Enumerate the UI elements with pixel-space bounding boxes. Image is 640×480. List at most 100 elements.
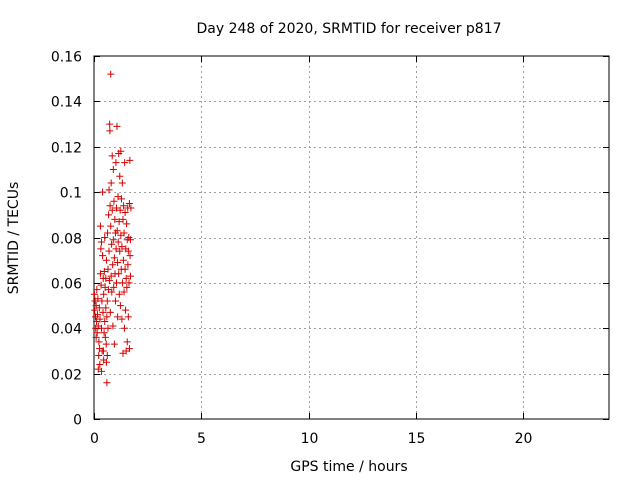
- data-point: [111, 297, 119, 305]
- data-point: [115, 270, 123, 278]
- data-point: [125, 279, 133, 287]
- data-point: [123, 283, 131, 291]
- y-axis-label: SRMTID / TECUs: [6, 182, 22, 295]
- data-point: [114, 313, 122, 321]
- data-point: [102, 340, 110, 348]
- data-point: [123, 338, 131, 346]
- data-point: [116, 172, 124, 180]
- axis-ticks: 0 5 10 15 20 0 0.02 0.04 0.06 0.08 0.1 0.12 0.14 0.16: [51, 50, 609, 447]
- y-tick-label: 0.16: [51, 50, 82, 66]
- data-point: [119, 256, 127, 264]
- data-point: [120, 229, 128, 237]
- data-point: [109, 322, 117, 330]
- data-point: [120, 202, 128, 210]
- data-point: [105, 247, 113, 255]
- data-point: [107, 272, 115, 280]
- data-point: [110, 340, 118, 348]
- data-point: [101, 317, 109, 325]
- data-point: [95, 351, 103, 359]
- data-point: [102, 304, 110, 312]
- data-point: [109, 165, 117, 173]
- y-tick-label: 0.02: [51, 368, 82, 384]
- data-point: [102, 274, 110, 282]
- data-point: [103, 297, 111, 305]
- x-tick-label: 5: [197, 431, 206, 447]
- data-point: [116, 206, 124, 214]
- data-point: [106, 127, 114, 135]
- data-point: [96, 315, 104, 323]
- data-point: [100, 329, 108, 337]
- data-point: [107, 222, 115, 230]
- data-point: [93, 311, 101, 319]
- data-point: [105, 211, 113, 219]
- data-point: [116, 247, 124, 255]
- data-point: [110, 254, 118, 262]
- data-point: [124, 261, 132, 269]
- data-point: [100, 290, 108, 298]
- data-point: [105, 186, 113, 194]
- data-point: [99, 188, 107, 196]
- data-point: [106, 202, 114, 210]
- data-point: [104, 229, 112, 237]
- y-tick-label: 0: [73, 413, 82, 429]
- gridlines: [94, 56, 609, 419]
- data-point: [97, 281, 105, 289]
- data-point: [106, 308, 114, 316]
- data-point: [108, 152, 116, 160]
- data-point: [105, 277, 113, 285]
- data-point: [127, 204, 135, 212]
- data-point: [103, 313, 111, 321]
- data-point: [107, 70, 115, 78]
- y-tick-label: 0.1: [60, 186, 82, 202]
- data-point: [96, 222, 104, 230]
- y-tick-label: 0.14: [51, 95, 82, 111]
- data-point: [113, 204, 121, 212]
- x-tick-label: 10: [301, 431, 319, 447]
- chart-title: Day 248 of 2020, SRMTID for receiver p81…: [196, 21, 501, 37]
- data-point: [119, 279, 127, 287]
- data-point: [122, 306, 130, 314]
- data-point: [120, 324, 128, 332]
- data-point: [93, 329, 101, 337]
- data-point: [98, 324, 106, 332]
- data-point: [109, 236, 117, 244]
- data-point: [106, 120, 114, 128]
- data-point: [124, 247, 132, 255]
- data-point: [115, 290, 123, 298]
- data-point: [91, 306, 99, 314]
- data-point: [104, 265, 112, 273]
- data-point: [114, 238, 122, 246]
- data-point: [117, 147, 125, 155]
- data-point: [112, 159, 120, 167]
- y-tick-label: 0.12: [51, 141, 82, 157]
- data-point: [98, 367, 106, 375]
- data-point: [90, 290, 98, 298]
- data-point: [111, 215, 119, 223]
- data-point: [119, 215, 127, 223]
- x-axis-label: GPS time / hours: [290, 459, 407, 475]
- plot-frame: [93, 55, 610, 420]
- data-point: [108, 240, 116, 248]
- data-point: [108, 206, 116, 214]
- data-point: [113, 122, 121, 130]
- data-point: [112, 245, 120, 253]
- y-tick-label: 0.04: [51, 322, 82, 338]
- data-point: [101, 234, 109, 241]
- data-point: [92, 333, 100, 341]
- data-point: [126, 252, 134, 260]
- data-point: [123, 220, 131, 228]
- data-point: [97, 245, 105, 253]
- data-point: [126, 236, 134, 244]
- data-point: [100, 268, 108, 276]
- data-point: [101, 333, 109, 341]
- data-point: [121, 265, 129, 273]
- x-tick-label: 15: [408, 431, 426, 447]
- data-point: [125, 345, 133, 353]
- data-point: [103, 351, 111, 359]
- data-point: [117, 195, 125, 203]
- data-point: [108, 288, 116, 296]
- x-tick-label: 20: [515, 431, 533, 447]
- data-point: [99, 308, 107, 316]
- data-point: [93, 286, 101, 294]
- data-point: [116, 302, 124, 310]
